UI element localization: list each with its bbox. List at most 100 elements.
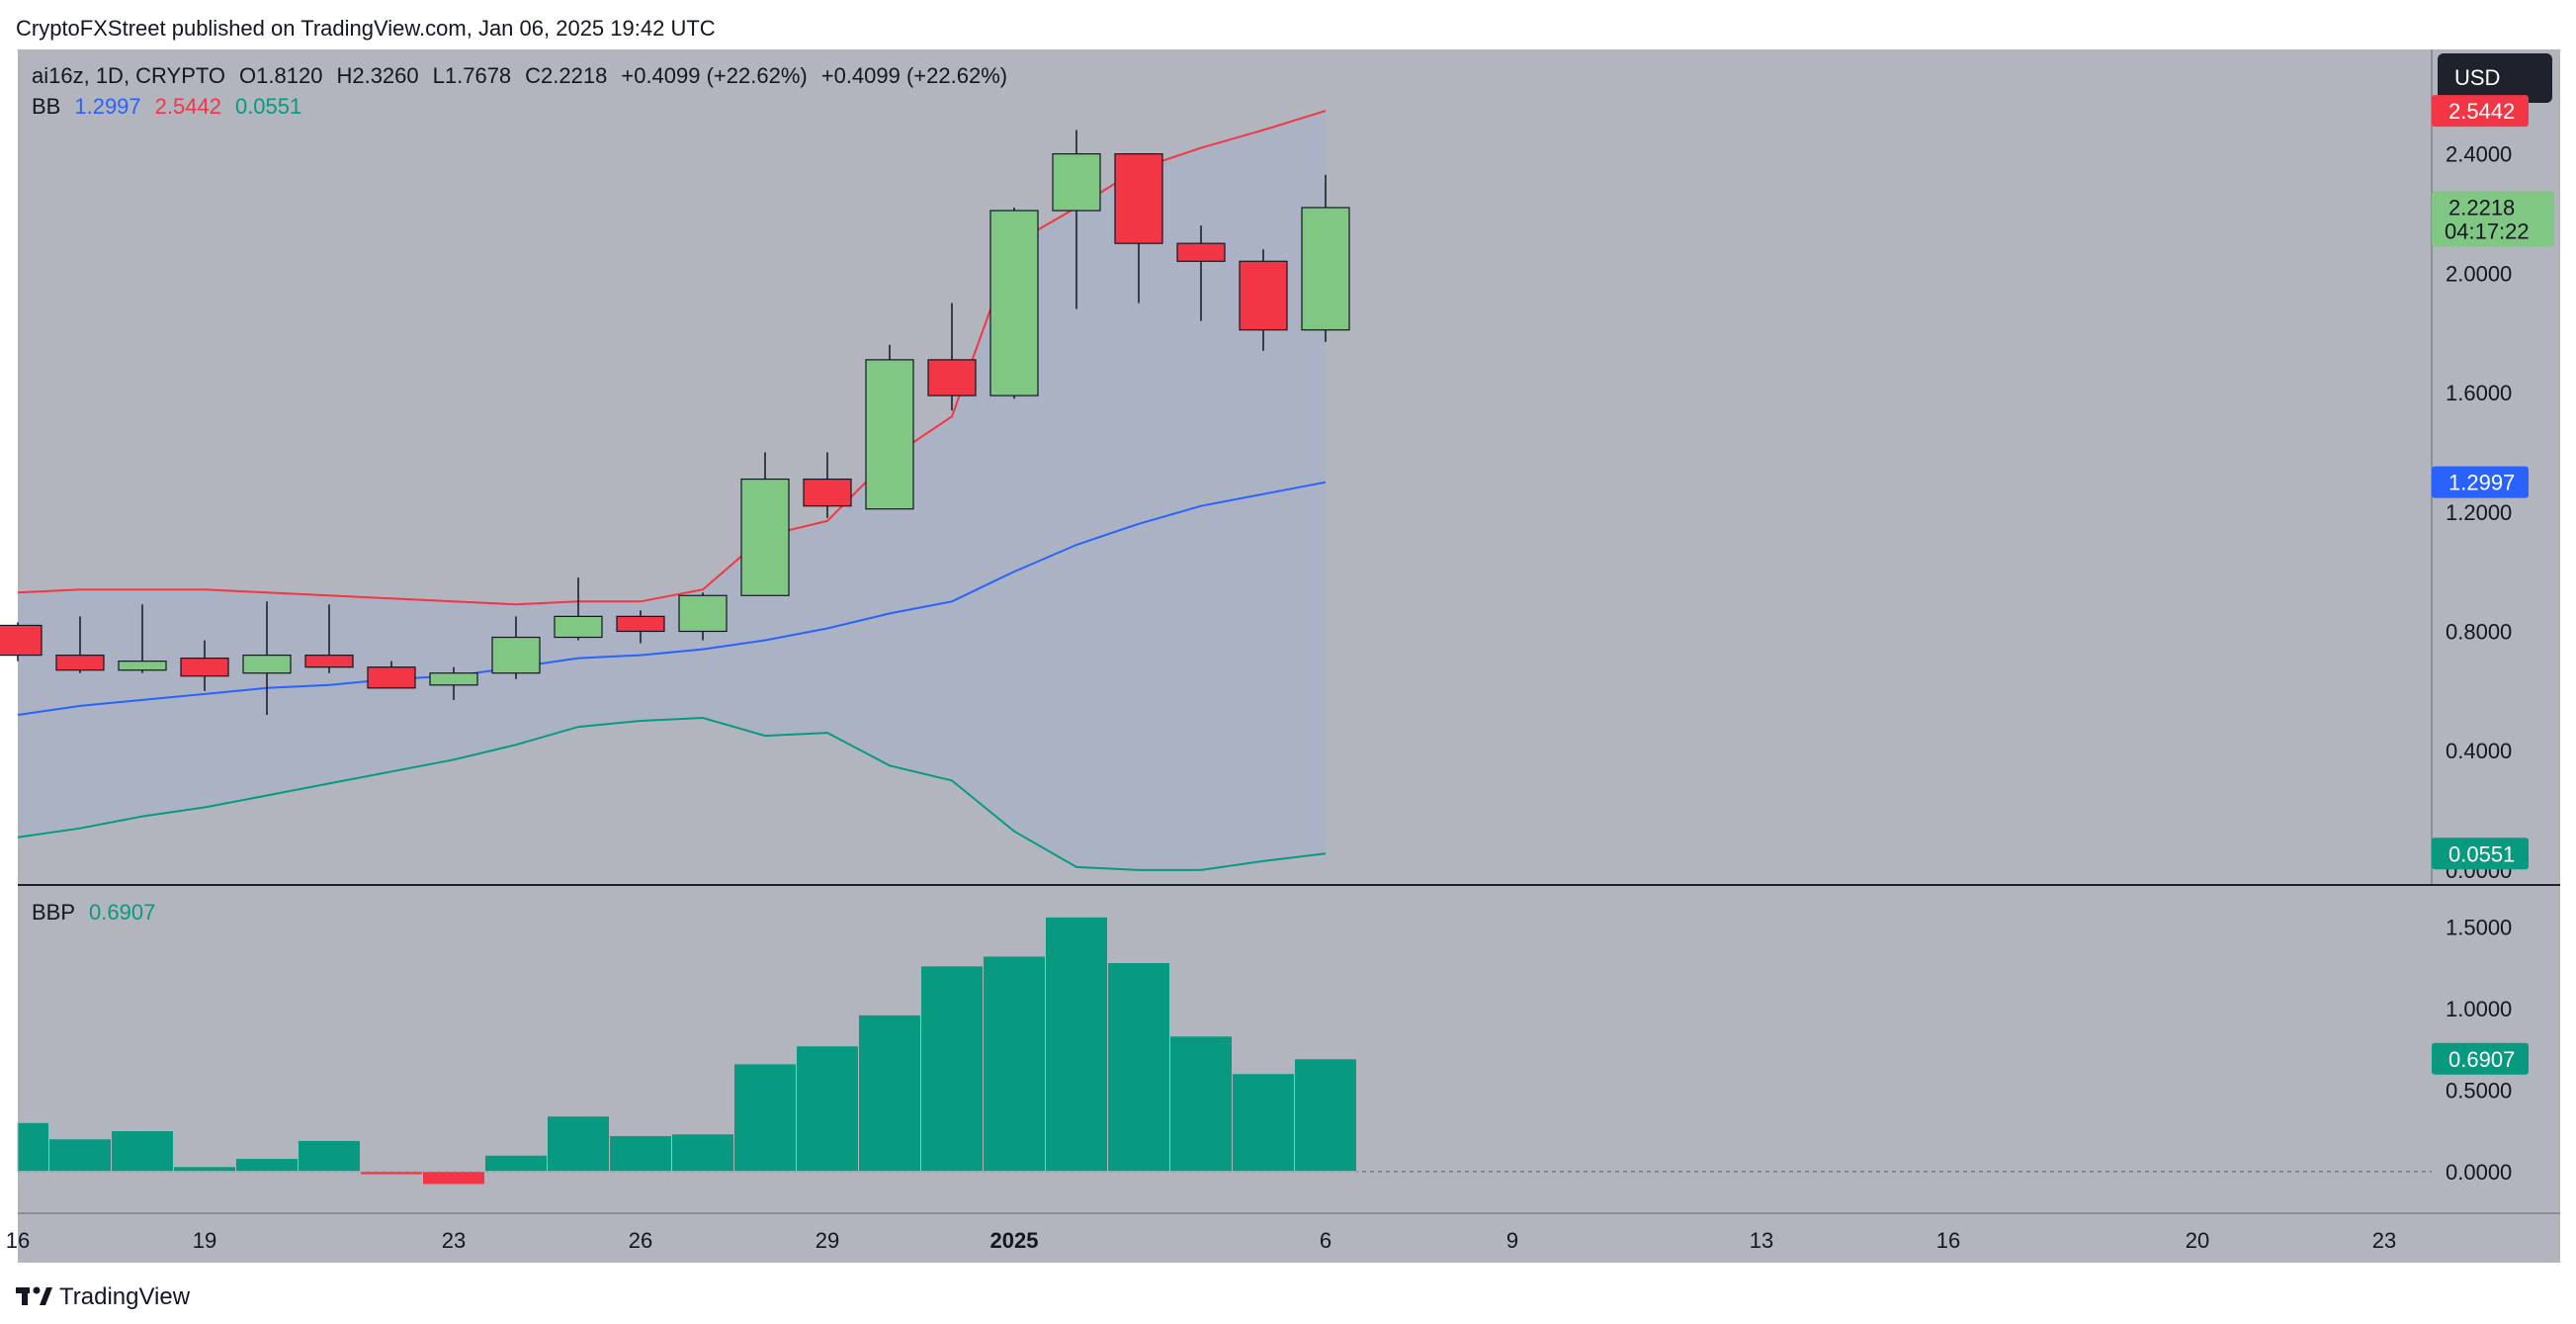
- close-price-tag: 2.2218 04:17:22: [2432, 191, 2554, 247]
- candle-jan-5: [1239, 249, 1288, 351]
- candle-jan-2: [1052, 130, 1101, 309]
- bb-lower-line: [17, 716, 1327, 871]
- time-tick-label: 6: [1320, 1228, 1331, 1253]
- candle-body: [678, 594, 728, 633]
- time-axis-bg[interactable]: [18, 1213, 2560, 1263]
- price-tick-label: 0.8000: [2446, 619, 2512, 644]
- time-tick-label: 9: [1506, 1228, 1518, 1253]
- bbp-label: BBP: [32, 900, 75, 925]
- candle-body: [118, 661, 167, 671]
- candle-body: [491, 636, 541, 674]
- bbp-bar: [17, 1121, 49, 1173]
- bar-countdown: 04:17:22: [2445, 219, 2530, 243]
- legend-open: O1.8120: [239, 63, 322, 88]
- candle-body: [927, 359, 977, 397]
- candle-body: [55, 655, 105, 671]
- basis-tag: 1.2997: [2432, 466, 2529, 498]
- bbp-bar: [484, 1154, 548, 1173]
- bbp-bar: [733, 1063, 797, 1173]
- bbp-bar: [1107, 962, 1170, 1173]
- candle-body: [554, 615, 603, 639]
- bbp-tick-label: 1.5000: [2446, 915, 2512, 939]
- tradingview-logo-text: TradingView: [59, 1283, 191, 1310]
- time-tick-label: 29: [816, 1228, 839, 1253]
- bbp-bar: [1045, 916, 1108, 1173]
- currency-button-label: USD: [2454, 65, 2500, 90]
- price-plot: [0, 110, 1350, 871]
- bbp-bar: [1294, 1058, 1357, 1173]
- candle-body: [1239, 260, 1288, 331]
- price-tick-label: 2.4000: [2446, 142, 2512, 167]
- bbp-bar: [422, 1171, 485, 1186]
- candle-dec-22: [367, 661, 416, 689]
- bbp-bar: [547, 1115, 610, 1173]
- time-tick-label: 20: [2186, 1228, 2209, 1253]
- time-tick-label: 19: [193, 1228, 216, 1253]
- upper-band-tag: 2.5442: [2432, 95, 2529, 128]
- bbp-bar: [858, 1014, 921, 1173]
- candle-dec-30: [865, 344, 914, 510]
- time-tick-label: 16: [6, 1228, 30, 1253]
- bbp-bar: [609, 1134, 672, 1173]
- bbp-bar: [671, 1133, 734, 1173]
- bbp-tag-label: 0.6907: [2448, 1047, 2515, 1072]
- candle-dec-23: [429, 666, 478, 700]
- bbp-bar: [235, 1158, 299, 1173]
- candle-body: [242, 655, 292, 674]
- lower-band-tag: 0.0551: [2432, 838, 2529, 870]
- bb-upper-line: [17, 110, 1327, 606]
- bbp-bar: [796, 1045, 859, 1173]
- bbp-tick-label: 0.5000: [2446, 1078, 2512, 1103]
- bb-basis-line: [17, 481, 1327, 716]
- price-tags: 2.5442 2.2218 04:17:22 1.2997 0.0551 0.6…: [2432, 95, 2554, 1075]
- bbp-plot: [17, 916, 2432, 1186]
- time-tick-label: 23: [442, 1228, 466, 1253]
- price-tick-label: 2.0000: [2446, 261, 2512, 286]
- candle-dec-28: [740, 452, 790, 596]
- tradingview-logo[interactable]: TradingView: [16, 1283, 191, 1310]
- upper-band-tag-label: 2.5442: [2448, 99, 2515, 124]
- bbp-bar: [1232, 1073, 1295, 1173]
- candle-dec-27: [678, 592, 728, 641]
- candle-jan-1: [989, 207, 1039, 399]
- candle-jan-3: [1114, 153, 1163, 304]
- legend-line-2: BB 1.2997 2.5442 0.0551: [32, 94, 301, 119]
- candle-body: [180, 658, 229, 677]
- candle-dec-17: [55, 616, 105, 673]
- candle-body: [367, 666, 416, 689]
- candle-body: [1114, 153, 1163, 244]
- price-tick-label: 0.4000: [2446, 739, 2512, 763]
- candle-body: [1052, 153, 1101, 212]
- bbp-bar: [48, 1138, 112, 1173]
- bbp-bar: [298, 1139, 361, 1173]
- time-tick-label: 23: [2372, 1228, 2396, 1253]
- bbp-bar: [111, 1130, 174, 1173]
- price-tick-label: 1.2000: [2446, 500, 2512, 525]
- bbp-value: 0.6907: [89, 900, 155, 925]
- candle-jan-4: [1176, 225, 1226, 321]
- currency-button[interactable]: USD: [2438, 53, 2552, 103]
- candle-dec-19: [180, 640, 229, 691]
- legend-low: L1.7678: [433, 63, 512, 88]
- bbp-tick-label: 0.0000: [2446, 1160, 2512, 1185]
- bbp-legend: BBP 0.6907: [32, 900, 155, 925]
- lower-band-tag-label: 0.0551: [2448, 841, 2515, 866]
- bb-upper-value: 2.5442: [155, 94, 221, 119]
- bbp-bar: [173, 1166, 236, 1173]
- candle-dec-26: [616, 610, 665, 644]
- candle-dec-18: [118, 604, 167, 673]
- candle-dec-21: [304, 604, 354, 673]
- candle-dec-31: [927, 303, 977, 411]
- price-tick-label: 1.6000: [2446, 381, 2512, 405]
- legend-change-2: +0.4099 (+22.62%): [821, 63, 1007, 88]
- bb-lower-value: 0.0551: [235, 94, 301, 119]
- time-scale: 16 19 23 26 29 2025 6 9 13 16 20 23: [6, 1228, 2396, 1253]
- candle-dec-20: [242, 601, 292, 715]
- legend-high: H2.3260: [336, 63, 418, 88]
- bbp-bar: [920, 965, 984, 1173]
- bb-label: BB: [32, 94, 60, 119]
- time-tick-label: 16: [1936, 1228, 1960, 1253]
- candle-body: [429, 672, 478, 686]
- candle-dec-16: [0, 622, 43, 662]
